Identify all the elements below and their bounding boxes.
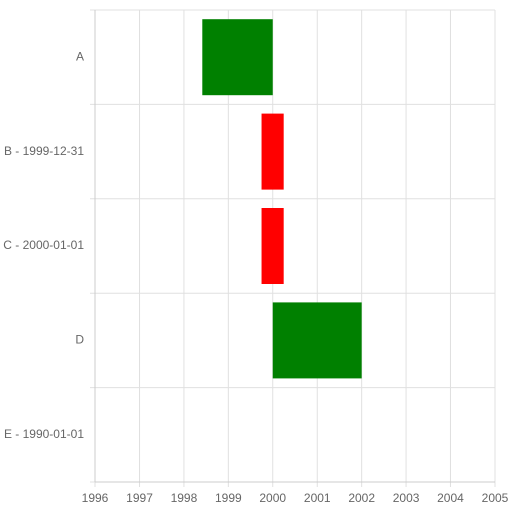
y-tick-label: C - 2000-01-01	[3, 238, 84, 252]
bars	[202, 19, 362, 379]
x-tick-label: 2005	[482, 491, 509, 505]
x-tick-label: 1999	[215, 491, 242, 505]
x-tick-label: 2001	[304, 491, 331, 505]
y-tick-label: E - 1990-01-01	[4, 427, 84, 441]
bar	[261, 208, 284, 284]
y-tick-label: B - 1999-12-31	[4, 144, 84, 158]
bar	[261, 113, 284, 190]
y-tick-labels: A B - 1999-12-31 C - 2000-01-01 D E - 1990-0…	[3, 49, 84, 441]
bar	[202, 19, 273, 96]
x-tick-label: 2000	[259, 491, 286, 505]
x-tick-label: 2004	[437, 491, 464, 505]
y-tick-label: D	[75, 333, 84, 347]
grid-lines	[90, 9, 496, 487]
x-tick-labels: 1996 1997 1998 1999 2000 2001 2002 2003 2004 2005	[82, 491, 509, 505]
y-tick-label: A	[76, 49, 84, 63]
x-tick-label: 1997	[126, 491, 153, 505]
x-tick-label: 2003	[393, 491, 420, 505]
x-tick-label: 2002	[348, 491, 375, 505]
bar	[272, 302, 362, 379]
axes	[94, 10, 495, 483]
x-tick-label: 1998	[171, 491, 198, 505]
x-tick-label: 1996	[82, 491, 109, 505]
